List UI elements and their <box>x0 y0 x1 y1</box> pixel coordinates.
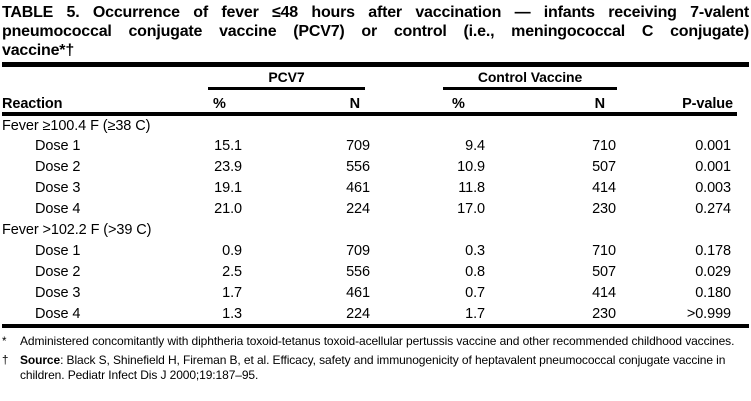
table-title: TABLE 5. Occurrence of fever ≤48 hours a… <box>2 3 749 60</box>
cell-control-percent: 0.8 <box>465 263 485 280</box>
cell-pcv7-n: 224 <box>346 305 370 322</box>
cell-pcv7-percent: 1.3 <box>222 305 242 322</box>
cell-control-n: 710 <box>592 242 616 259</box>
cell-pcv7-percent: 2.5 <box>222 263 242 280</box>
cell-reaction: Dose 4 <box>35 305 81 322</box>
column-header-row: Reaction % N % N P-value <box>2 90 737 116</box>
group-header-spacer <box>2 67 202 90</box>
footnote-marker: * <box>2 336 7 348</box>
cell-control-percent: 11.8 <box>458 179 485 196</box>
cell-pcv7-percent: 19.1 <box>214 179 242 196</box>
column-header-pcv7-n: N <box>252 90 377 116</box>
footnote: † Source: Black S, Shinefield H, Fireman… <box>2 353 735 383</box>
cell-control-n: 507 <box>592 263 616 280</box>
table-row: Dose 3 1.7 461 0.7 414 0.180 <box>2 282 737 303</box>
cell-control-percent: 9.4 <box>465 137 485 154</box>
table-body: Fever ≥100.4 F (≥38 C) Dose 1 15.1 709 9.4 71… <box>2 114 737 324</box>
table-row: Dose 3 19.1 461 11.8 414 0.003 <box>2 177 737 198</box>
cell-pcv7-percent: 0.9 <box>222 242 242 259</box>
footnote: * Administered concomitantly with diphth… <box>2 334 735 350</box>
cell-p-value: 0.001 <box>695 137 731 154</box>
table-row: Dose 4 1.3 224 1.7 230 >0.999 <box>2 303 737 324</box>
footnote-source-text: : Black S, Shinefield H, Fireman B, et a… <box>20 353 726 382</box>
cell-reaction: Dose 2 <box>35 158 81 175</box>
cell-control-percent: 10.9 <box>457 158 485 175</box>
cell-reaction: Dose 1 <box>35 242 81 259</box>
cell-p-value: 0.029 <box>695 263 731 280</box>
footnote-text: Administered concomitantly with diphther… <box>20 334 735 348</box>
data-table: PCV7 Control Vaccine Reaction % N % N P-… <box>2 67 737 324</box>
cell-pcv7-n: 224 <box>346 200 370 217</box>
cell-reaction: Dose 3 <box>35 284 81 301</box>
group-header-spacer <box>622 67 737 90</box>
title-line: TABLE 5. Occurrence of fever ≤48 hours a… <box>2 4 749 21</box>
cell-control-percent: 17.0 <box>457 200 485 217</box>
cell-control-n: 710 <box>592 137 616 154</box>
divider-top <box>2 62 749 67</box>
cell-control-n: 414 <box>592 284 616 301</box>
column-header-reaction: Reaction <box>2 90 202 116</box>
cell-pcv7-percent: 1.7 <box>222 284 242 301</box>
cell-pcv7-n: 461 <box>346 284 370 301</box>
title-line: pneumococcal conjugate vaccine (PCV7) or… <box>2 23 749 40</box>
cell-pcv7-n: 709 <box>346 242 370 259</box>
cell-pcv7-n: 461 <box>346 179 370 196</box>
cell-control-n: 230 <box>592 305 616 322</box>
group-header-pcv7: PCV7 <box>202 67 377 90</box>
title-line: vaccine*† <box>2 42 75 59</box>
divider-bottom <box>2 324 749 328</box>
cell-control-n: 230 <box>592 200 616 217</box>
cell-pcv7-percent: 21.0 <box>214 200 242 217</box>
cell-control-percent: 0.7 <box>465 284 485 301</box>
cell-reaction: Dose 4 <box>35 200 81 217</box>
table-row: Dose 2 23.9 556 10.9 507 0.001 <box>2 156 737 177</box>
cell-pcv7-percent: 15.1 <box>214 137 242 154</box>
cell-pcv7-n: 556 <box>346 263 370 280</box>
column-header-control-percent: % <box>377 90 492 116</box>
column-header-control-n: N <box>492 90 622 116</box>
cell-p-value: 0.274 <box>695 200 731 217</box>
footnote-text: Source: Black S, Shinefield H, Fireman B… <box>20 353 735 383</box>
table-row: Dose 2 2.5 556 0.8 507 0.029 <box>2 261 737 282</box>
group-header-control: Control Vaccine <box>377 67 622 90</box>
cell-p-value: 0.180 <box>695 284 731 301</box>
section-header-row: Fever >102.2 F (>39 C) <box>2 219 737 240</box>
cell-control-n: 507 <box>592 158 616 175</box>
table-row: Dose 4 21.0 224 17.0 230 0.274 <box>2 198 737 219</box>
cell-control-percent: 1.7 <box>465 305 485 322</box>
cell-reaction: Dose 1 <box>35 137 81 154</box>
cell-control-n: 414 <box>592 179 616 196</box>
section-header: Fever >102.2 F (>39 C) <box>2 221 152 238</box>
cell-control-percent: 0.3 <box>465 242 485 259</box>
column-header-pcv7-percent: % <box>202 90 252 116</box>
cell-reaction: Dose 2 <box>35 263 81 280</box>
source-label: Source <box>20 353 61 367</box>
table-row: Dose 1 15.1 709 9.4 710 0.001 <box>2 135 737 156</box>
page-root: TABLE 5. Occurrence of fever ≤48 hours a… <box>2 3 749 383</box>
cell-pcv7-n: 556 <box>346 158 370 175</box>
table-row: Dose 1 0.9 709 0.3 710 0.178 <box>2 240 737 261</box>
column-header-p-value: P-value <box>622 90 737 116</box>
cell-p-value: >0.999 <box>686 305 731 322</box>
cell-p-value: 0.178 <box>695 242 731 259</box>
section-header: Fever ≥100.4 F (≥38 C) <box>2 117 151 134</box>
cell-p-value: 0.001 <box>695 158 731 175</box>
group-header-row: PCV7 Control Vaccine <box>2 67 737 90</box>
group-header-control-label: Control Vaccine <box>443 69 617 90</box>
cell-pcv7-percent: 23.9 <box>214 158 242 175</box>
footnote-marker: † <box>2 355 9 367</box>
footnotes: * Administered concomitantly with diphth… <box>2 334 735 383</box>
cell-p-value: 0.003 <box>695 179 731 196</box>
section-header-row: Fever ≥100.4 F (≥38 C) <box>2 114 737 135</box>
cell-reaction: Dose 3 <box>35 179 81 196</box>
group-header-pcv7-label: PCV7 <box>208 69 365 90</box>
cell-pcv7-n: 709 <box>346 137 370 154</box>
